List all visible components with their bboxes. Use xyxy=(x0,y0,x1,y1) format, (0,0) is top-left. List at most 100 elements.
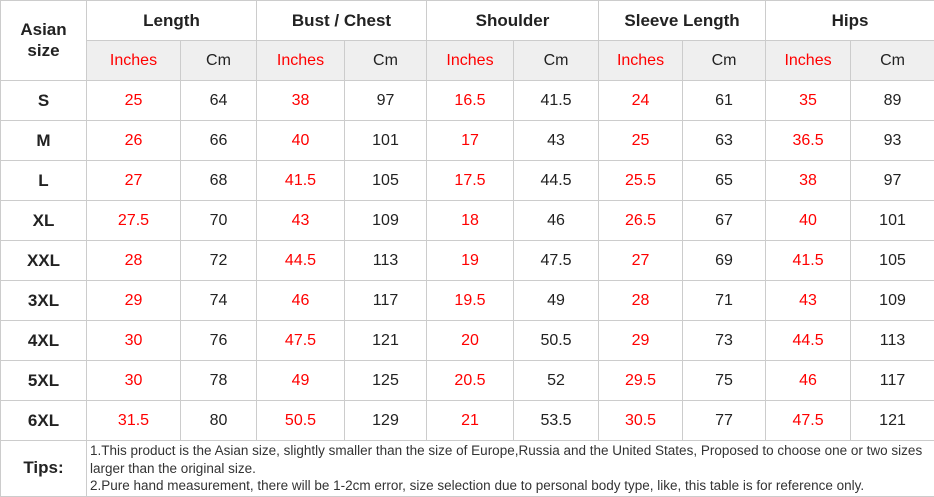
size-cell: 6XL xyxy=(1,401,87,441)
value-cell: 26.5 xyxy=(599,201,683,241)
value-cell: 30 xyxy=(87,361,181,401)
value-cell: 67 xyxy=(683,201,766,241)
value-cell: 20 xyxy=(427,321,514,361)
unit-header-shoulder-cm: Cm xyxy=(514,41,599,81)
tips-label: Tips: xyxy=(1,441,87,497)
value-cell: 121 xyxy=(851,401,934,441)
value-cell: 44.5 xyxy=(514,161,599,201)
value-cell: 47.5 xyxy=(257,321,345,361)
tip-line-2: 2.Pure hand measurement, there will be 1… xyxy=(90,477,931,495)
unit-header-length-cm: Cm xyxy=(181,41,257,81)
size-cell: S xyxy=(1,81,87,121)
value-cell: 18 xyxy=(427,201,514,241)
value-cell: 38 xyxy=(766,161,851,201)
value-cell: 117 xyxy=(851,361,934,401)
value-cell: 71 xyxy=(683,281,766,321)
value-cell: 97 xyxy=(345,81,427,121)
value-cell: 47.5 xyxy=(766,401,851,441)
value-cell: 27 xyxy=(87,161,181,201)
value-cell: 76 xyxy=(181,321,257,361)
size-cell: L xyxy=(1,161,87,201)
value-cell: 26 xyxy=(87,121,181,161)
unit-header-hips-cm: Cm xyxy=(851,41,934,81)
value-cell: 101 xyxy=(345,121,427,161)
value-cell: 78 xyxy=(181,361,257,401)
value-cell: 49 xyxy=(514,281,599,321)
value-cell: 19 xyxy=(427,241,514,281)
value-cell: 117 xyxy=(345,281,427,321)
value-cell: 40 xyxy=(766,201,851,241)
group-header-shoulder: Shoulder xyxy=(427,1,599,41)
tip-line-1: 1.This product is the Asian size, slight… xyxy=(90,442,931,477)
value-cell: 53.5 xyxy=(514,401,599,441)
value-cell: 46 xyxy=(514,201,599,241)
value-cell: 129 xyxy=(345,401,427,441)
group-header-sleeve-length: Sleeve Length xyxy=(599,1,766,41)
value-cell: 17 xyxy=(427,121,514,161)
value-cell: 46 xyxy=(257,281,345,321)
corner-header-asian-size: Asian size xyxy=(1,1,87,81)
value-cell: 43 xyxy=(766,281,851,321)
value-cell: 80 xyxy=(181,401,257,441)
value-cell: 70 xyxy=(181,201,257,241)
size-cell: XL xyxy=(1,201,87,241)
size-cell: 3XL xyxy=(1,281,87,321)
value-cell: 125 xyxy=(345,361,427,401)
unit-header-hips-inches: Inches xyxy=(766,41,851,81)
value-cell: 38 xyxy=(257,81,345,121)
unit-header-length-inches: Inches xyxy=(87,41,181,81)
unit-header-sleeve-cm: Cm xyxy=(683,41,766,81)
value-cell: 105 xyxy=(345,161,427,201)
value-cell: 41.5 xyxy=(766,241,851,281)
value-cell: 20.5 xyxy=(427,361,514,401)
value-cell: 74 xyxy=(181,281,257,321)
value-cell: 40 xyxy=(257,121,345,161)
value-cell: 41.5 xyxy=(514,81,599,121)
size-cell: M xyxy=(1,121,87,161)
value-cell: 25.5 xyxy=(599,161,683,201)
value-cell: 24 xyxy=(599,81,683,121)
value-cell: 47.5 xyxy=(514,241,599,281)
unit-header-bust-cm: Cm xyxy=(345,41,427,81)
value-cell: 50.5 xyxy=(514,321,599,361)
value-cell: 43 xyxy=(514,121,599,161)
value-cell: 36.5 xyxy=(766,121,851,161)
value-cell: 109 xyxy=(851,281,934,321)
value-cell: 64 xyxy=(181,81,257,121)
size-cell: 5XL xyxy=(1,361,87,401)
tips-text: 1.This product is the Asian size, slight… xyxy=(87,441,934,497)
value-cell: 52 xyxy=(514,361,599,401)
value-cell: 63 xyxy=(683,121,766,161)
value-cell: 30 xyxy=(87,321,181,361)
value-cell: 25 xyxy=(599,121,683,161)
value-cell: 77 xyxy=(683,401,766,441)
value-cell: 31.5 xyxy=(87,401,181,441)
value-cell: 25 xyxy=(87,81,181,121)
value-cell: 21 xyxy=(427,401,514,441)
value-cell: 89 xyxy=(851,81,934,121)
group-header-hips: Hips xyxy=(766,1,934,41)
value-cell: 66 xyxy=(181,121,257,161)
value-cell: 16.5 xyxy=(427,81,514,121)
value-cell: 29 xyxy=(599,321,683,361)
group-header-length: Length xyxy=(87,1,257,41)
value-cell: 73 xyxy=(683,321,766,361)
value-cell: 69 xyxy=(683,241,766,281)
value-cell: 49 xyxy=(257,361,345,401)
value-cell: 19.5 xyxy=(427,281,514,321)
value-cell: 30.5 xyxy=(599,401,683,441)
value-cell: 29 xyxy=(87,281,181,321)
value-cell: 46 xyxy=(766,361,851,401)
value-cell: 72 xyxy=(181,241,257,281)
value-cell: 35 xyxy=(766,81,851,121)
